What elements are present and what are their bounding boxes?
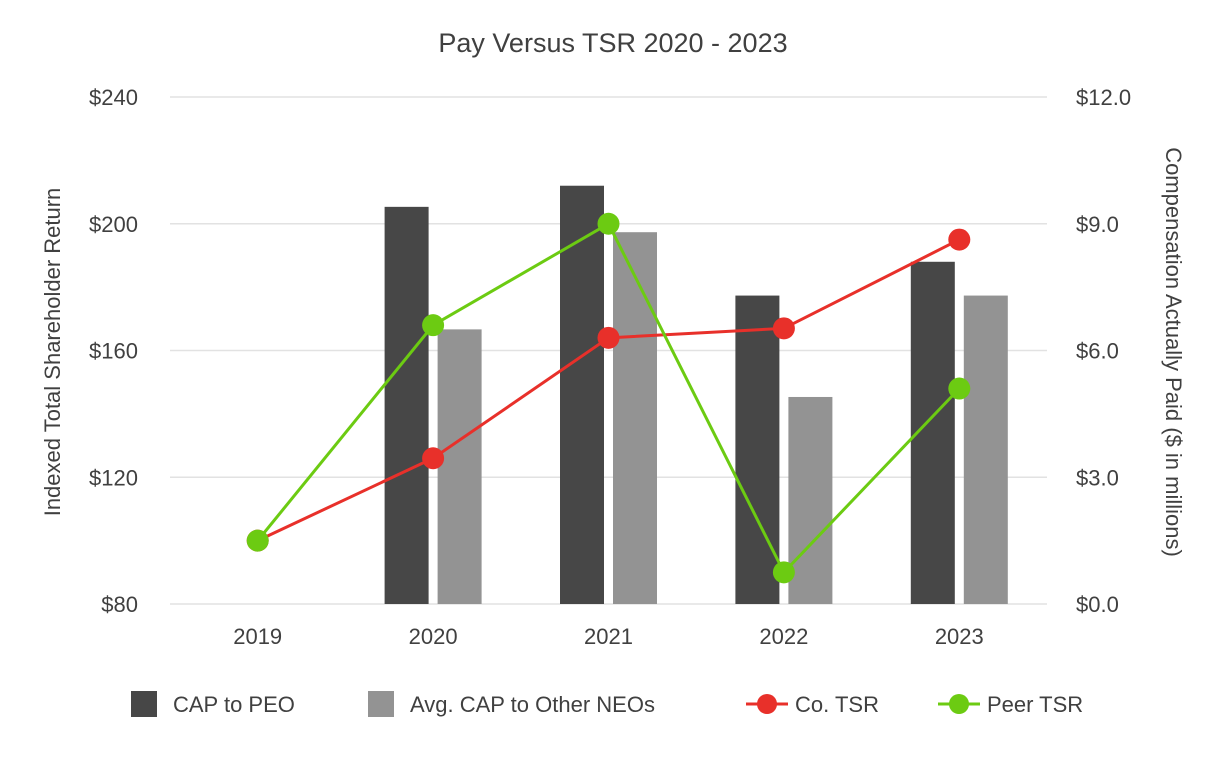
y-axis-right-title: Compensation Actually Paid ($ in million… <box>1161 147 1186 557</box>
legend-marker <box>949 694 969 714</box>
data-point <box>422 314 445 337</box>
bar <box>735 295 780 604</box>
bar <box>560 185 604 604</box>
data-point <box>772 317 795 340</box>
series-line <box>257 238 960 542</box>
y-left-tick-label: $200 <box>89 212 138 237</box>
x-tick-label: 2022 <box>759 624 808 649</box>
legend-label: CAP to PEO <box>173 692 295 717</box>
x-tick-label: 2021 <box>584 624 633 649</box>
legend-label: Avg. CAP to Other NEOs <box>410 692 655 717</box>
legend-swatch <box>131 691 157 717</box>
bar <box>613 232 657 604</box>
bar <box>963 295 1008 604</box>
legend-swatch <box>368 691 394 717</box>
legend-label: Co. TSR <box>795 692 879 717</box>
y-left-tick-label: $80 <box>101 592 138 617</box>
y-left-tick-label: $160 <box>89 339 138 364</box>
legend-marker <box>757 694 777 714</box>
y-left-tick-label: $120 <box>89 465 138 490</box>
y-right-tick-label: $12.0 <box>1076 85 1131 110</box>
bar <box>384 206 429 604</box>
data-point <box>597 212 620 235</box>
data-point <box>948 228 971 251</box>
y-right-tick-label: $0.0 <box>1076 592 1119 617</box>
data-point <box>246 529 269 552</box>
y-right-tick-label: $6.0 <box>1076 339 1119 364</box>
data-point <box>948 377 971 400</box>
data-point <box>422 447 445 470</box>
bar <box>437 329 482 604</box>
x-tick-label: 2023 <box>935 624 984 649</box>
y-right-tick-label: $9.0 <box>1076 212 1119 237</box>
x-tick-label: 2019 <box>233 624 282 649</box>
bar <box>788 396 833 604</box>
chart-title: Pay Versus TSR 2020 - 2023 <box>438 28 787 58</box>
x-tick-label: 2020 <box>409 624 458 649</box>
data-point <box>597 326 620 349</box>
legend-label: Peer TSR <box>987 692 1083 717</box>
y-right-tick-label: $3.0 <box>1076 465 1119 490</box>
data-point <box>772 561 795 584</box>
y-left-tick-label: $240 <box>89 85 138 110</box>
series-line <box>256 221 961 575</box>
y-axis-left-title: Indexed Total Shareholder Return <box>40 188 65 517</box>
